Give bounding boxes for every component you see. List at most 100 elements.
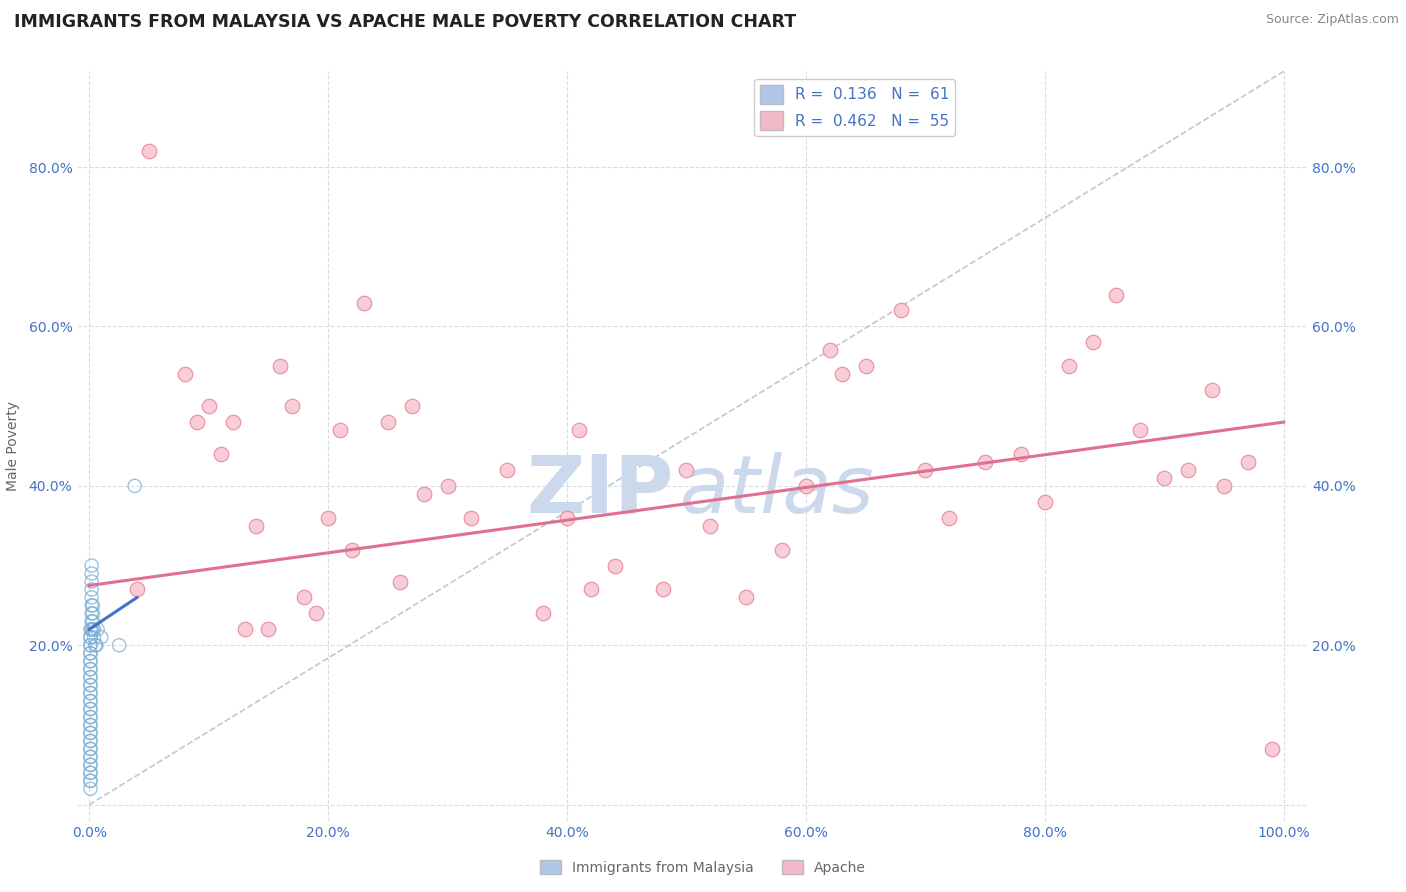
Point <box>186 415 208 429</box>
Text: atlas: atlas <box>681 452 875 530</box>
Point <box>79 757 101 772</box>
Point <box>412 487 434 501</box>
Point <box>79 702 101 716</box>
Point <box>257 623 280 637</box>
Point <box>1261 742 1284 756</box>
Point <box>86 623 108 637</box>
Point <box>651 582 673 597</box>
Point <box>80 615 103 629</box>
Point <box>209 447 232 461</box>
Point <box>579 582 602 597</box>
Point <box>90 630 112 644</box>
Point <box>86 638 108 652</box>
Point <box>79 757 101 772</box>
Point <box>79 694 101 708</box>
Point <box>79 710 101 724</box>
Point <box>80 591 103 605</box>
Point <box>79 702 101 716</box>
Point <box>83 623 105 637</box>
Point <box>79 654 101 668</box>
Point <box>353 295 375 310</box>
Point <box>305 607 328 621</box>
Point <box>794 479 817 493</box>
Point <box>79 750 101 764</box>
Point <box>329 423 352 437</box>
Point <box>79 678 101 692</box>
Point <box>1105 287 1128 301</box>
Point <box>1177 463 1199 477</box>
Point <box>79 646 101 660</box>
Point <box>377 415 399 429</box>
Point <box>80 599 103 613</box>
Point <box>831 368 853 382</box>
Point <box>1153 471 1175 485</box>
Point <box>388 574 411 589</box>
Point <box>84 638 107 652</box>
Point <box>890 303 912 318</box>
Point <box>79 765 101 780</box>
Point <box>974 455 997 469</box>
Point <box>1057 359 1080 374</box>
Point <box>281 399 304 413</box>
Point <box>818 343 841 358</box>
Point <box>79 654 101 668</box>
Point <box>436 479 458 493</box>
Point <box>1033 495 1056 509</box>
Text: Source: ZipAtlas.com: Source: ZipAtlas.com <box>1265 13 1399 27</box>
Point <box>80 558 103 573</box>
Point <box>82 599 104 613</box>
Point <box>79 630 101 644</box>
Legend: Immigrants from Malaysia, Apache: Immigrants from Malaysia, Apache <box>534 855 872 880</box>
Point <box>1237 455 1260 469</box>
Point <box>79 742 101 756</box>
Point <box>938 510 960 524</box>
Point <box>1201 383 1223 397</box>
Point <box>138 144 160 158</box>
Point <box>108 638 131 652</box>
Point <box>79 750 101 764</box>
Point <box>79 678 101 692</box>
Legend: R =  0.136   N =  61, R =  0.462   N =  55: R = 0.136 N = 61, R = 0.462 N = 55 <box>754 79 956 136</box>
Point <box>221 415 243 429</box>
Point <box>80 607 103 621</box>
Point <box>340 542 363 557</box>
Point <box>79 686 101 700</box>
Point <box>770 542 793 557</box>
Point <box>79 718 101 732</box>
Point <box>80 582 103 597</box>
Point <box>79 694 101 708</box>
Point <box>79 734 101 748</box>
Point <box>79 734 101 748</box>
Text: ZIP: ZIP <box>527 452 673 530</box>
Point <box>79 726 101 740</box>
Point <box>80 623 103 637</box>
Point <box>82 607 104 621</box>
Point <box>531 607 554 621</box>
Point <box>79 773 101 788</box>
Point <box>79 670 101 684</box>
Point <box>269 359 291 374</box>
Point <box>316 510 339 524</box>
Point <box>401 399 423 413</box>
Point <box>233 623 256 637</box>
Point <box>855 359 877 374</box>
Point <box>79 670 101 684</box>
Point <box>735 591 758 605</box>
Point <box>568 423 591 437</box>
Text: IMMIGRANTS FROM MALAYSIA VS APACHE MALE POVERTY CORRELATION CHART: IMMIGRANTS FROM MALAYSIA VS APACHE MALE … <box>14 13 796 31</box>
Point <box>79 662 101 676</box>
Point <box>79 662 101 676</box>
Point <box>125 582 148 597</box>
Point <box>555 510 578 524</box>
Point <box>82 615 104 629</box>
Point <box>675 463 697 477</box>
Point <box>79 765 101 780</box>
Point <box>79 742 101 756</box>
Point <box>197 399 219 413</box>
Point <box>83 630 105 644</box>
Point <box>173 368 195 382</box>
Point <box>245 518 267 533</box>
Point <box>79 623 101 637</box>
Point <box>82 623 104 637</box>
Point <box>79 781 101 796</box>
